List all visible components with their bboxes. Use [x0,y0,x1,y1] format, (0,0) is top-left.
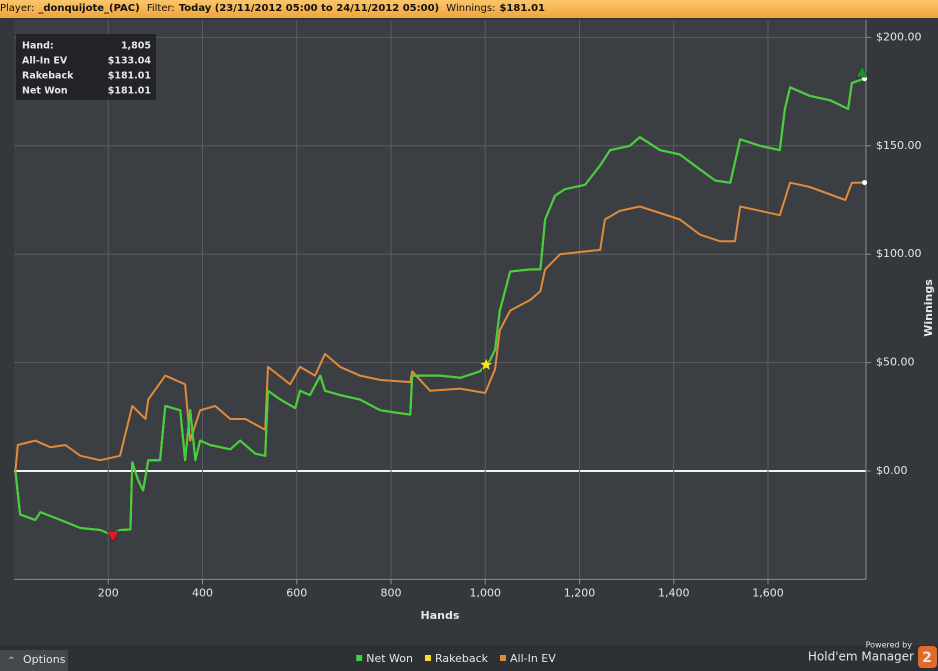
summary-label: Hand: [22,41,54,52]
winnings: $181.01 [499,3,545,14]
summary-value: $181.01 [108,86,151,97]
x-tick-label: 1,400 [658,586,690,599]
legend-label: Net Won [366,652,413,665]
y-tick-label: $100.00 [876,247,922,260]
x-tick-label: 400 [192,586,213,599]
summary-value: $133.04 [108,56,152,67]
brand-badge [918,646,937,668]
player-label: Player: [0,3,35,14]
summary-value: 1,805 [121,41,151,52]
filter-label: Filter: [146,3,175,14]
options-label[interactable]: Options [23,653,66,666]
x-tick-label: 600 [286,586,307,599]
legend-label: Rakeback [435,652,489,665]
legend-swatch [499,655,506,661]
legend: Net Won Rakeback All-In EV [356,652,556,665]
chart: ^ Options Powered by Hold'em Manager 2 H… [0,18,938,671]
options-button[interactable] [0,650,68,671]
legend-swatch [356,655,363,661]
legend-label: All-In EV [510,652,556,665]
brand: Hold'em Manager [808,650,914,664]
powered-by: Powered by [866,641,913,650]
winnings-label: Winnings: [446,3,496,14]
footer-bar [0,645,938,671]
end-point [862,180,868,186]
x-tick-label: 200 [98,586,119,599]
options-caret: ^ [8,656,15,665]
player: _donquijote_(PAC) [38,3,140,14]
legend-swatch [424,655,431,661]
x-axis-label: Hands [421,609,460,622]
x-tick-label: 1,000 [469,586,501,599]
x-tick-label: 1,600 [752,586,784,599]
header-bar: Player: _donquijote_(PAC) Filter: Today (2… [0,0,938,18]
plot-area [14,20,866,580]
marker-up-triangle [855,65,869,78]
y-tick-label: $150.00 [876,139,922,152]
x-tick-label: 800 [380,586,401,599]
summary-value: $181.01 [108,71,151,82]
summary-label: All-In EV [22,56,68,67]
series-line [14,77,865,535]
series-line [14,181,865,472]
y-tick-label: $0.00 [876,464,908,477]
x-tick-label: 1,200 [564,586,596,599]
summary-label: Net Won [22,86,68,97]
y-axis-label: Winnings [922,279,935,337]
summary-box [16,34,156,100]
marker-down-triangle [106,530,120,543]
marker-star [478,357,494,371]
y-tick-label: $200.00 [876,30,922,43]
brand-badge-text: 2 [922,650,932,666]
summary-label: Rakeback [22,71,74,82]
y-tick-label: $50.00 [876,356,915,369]
filter: Today (23/11/2012 05:00 to 24/11/2012 05… [178,3,440,14]
